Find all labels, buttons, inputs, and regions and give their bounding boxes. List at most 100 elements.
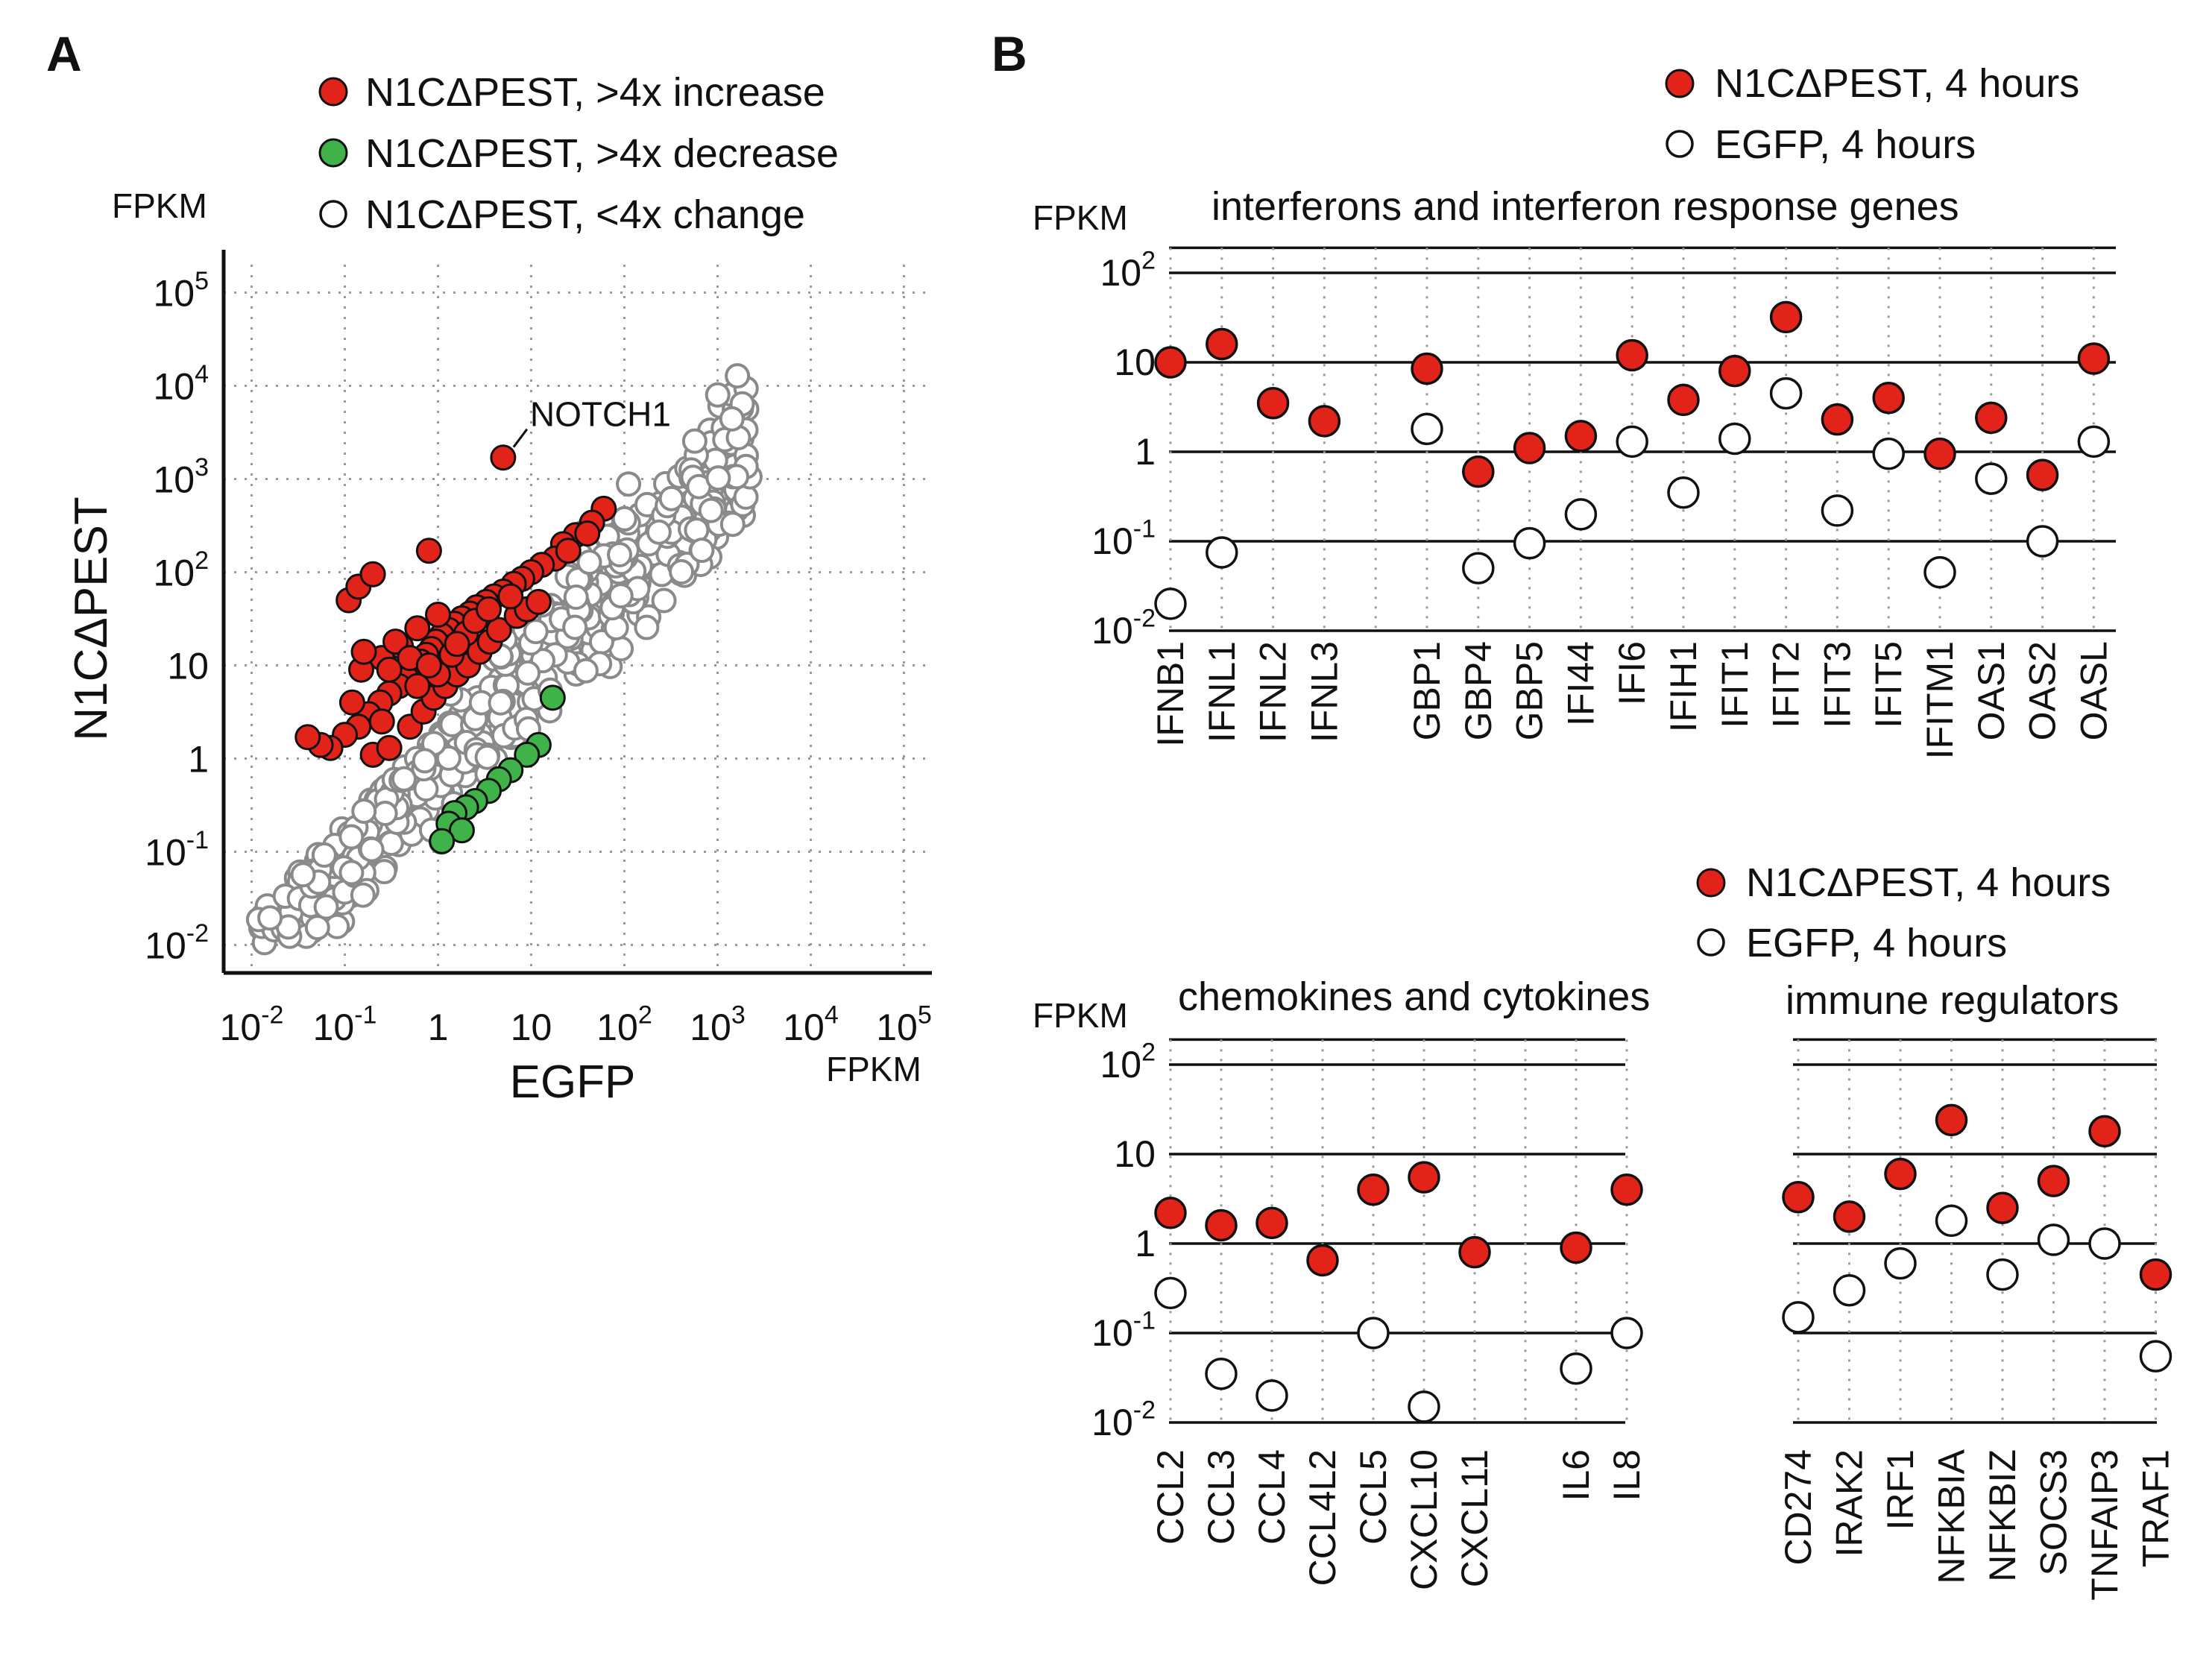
point-n1c: [1821, 403, 1854, 436]
y-tick-label: 102: [1100, 1039, 1156, 1086]
series-n1c: [1782, 1103, 2172, 1291]
point-egfp: [1986, 1258, 2019, 1291]
point-unchanged: [576, 549, 602, 576]
point-increase: [294, 724, 321, 751]
chemo-fpkm-label: FPKM: [1033, 996, 1128, 1035]
point-egfp: [1975, 462, 2008, 495]
point-n1c: [1610, 1173, 1643, 1206]
point-egfp: [1884, 1247, 1917, 1280]
point-unchanged: [523, 619, 549, 645]
y-tick-label: 104: [153, 360, 209, 408]
point-egfp: [1782, 1301, 1815, 1334]
point-egfp: [1513, 526, 1546, 560]
y-tick-label: 10: [1114, 341, 1156, 383]
category-label: CCL2: [1150, 1449, 1191, 1545]
category-label: IFNL2: [1252, 641, 1294, 743]
point-increase: [376, 734, 403, 761]
point-unchanged: [607, 542, 633, 568]
y-tick-label: 10-1: [1091, 1307, 1156, 1355]
point-n1c: [2139, 1258, 2172, 1291]
point-unchanged: [351, 798, 377, 825]
point-egfp: [1667, 476, 1700, 509]
series-egfp: [1782, 1204, 2172, 1373]
point-egfp: [1154, 587, 1187, 620]
point-unchanged: [371, 859, 397, 885]
x-tick-label: 10-2: [220, 1001, 284, 1049]
point-egfp: [1616, 425, 1648, 459]
scatter-plot: 10-2 10-1 1 10 102 103 104 105 10-2 10-1 1 10 102 103…: [145, 250, 932, 1048]
point-decrease: [448, 817, 475, 844]
category-label: CD274: [1777, 1449, 1819, 1566]
point-n1c: [1923, 437, 1956, 470]
point-unchanged: [705, 465, 731, 491]
point-egfp: [1610, 1317, 1643, 1349]
category-label: SOCS3: [2033, 1449, 2075, 1576]
point-egfp: [1205, 1357, 1238, 1390]
point-n1c: [1255, 1206, 1288, 1240]
point-unchanged: [646, 519, 672, 545]
legend-label-n1c-top: N1CΔPEST, 4 hours: [1715, 61, 2079, 106]
point-unchanged: [719, 406, 745, 432]
point-unchanged: [515, 660, 541, 686]
chemo-title: chemokines and cytokines: [1178, 974, 1650, 1019]
y-tick-label: 10: [167, 646, 209, 687]
point-n1c: [1306, 1244, 1339, 1277]
point-decrease: [429, 828, 456, 854]
point-egfp: [1872, 437, 1905, 470]
point-unchanged: [698, 497, 724, 523]
point-egfp: [1769, 376, 1803, 410]
legend-label-decrease: N1CΔPEST, >4x decrease: [365, 131, 839, 176]
category-label: IL6: [1555, 1449, 1597, 1502]
point-egfp: [1935, 1204, 1968, 1238]
category-label: CXCL11: [1454, 1449, 1496, 1587]
x-tick-label: 10-1: [313, 1001, 377, 1049]
ifn-fpkm-label: FPKM: [1033, 198, 1128, 237]
point-decrease: [539, 684, 566, 711]
point-egfp: [1564, 498, 1598, 531]
category-label: GBP1: [1406, 641, 1448, 740]
point-unchanged: [608, 583, 634, 609]
legend-label-unchanged: N1CΔPEST, <4x change: [365, 192, 805, 237]
panel-a-ylabel: N1CΔPEST: [66, 497, 117, 740]
point-egfp: [1255, 1379, 1288, 1412]
point-n1c: [1154, 1197, 1187, 1229]
x-tick-label: 105: [876, 1001, 932, 1049]
point-n1c: [1256, 386, 1290, 420]
category-label: NFKBIZ: [1982, 1449, 2023, 1582]
y-tick-label: 10: [1114, 1133, 1156, 1175]
series-n1c: [1154, 300, 2111, 491]
category-label: CCL3: [1200, 1449, 1242, 1545]
point-unchanged: [435, 745, 461, 771]
y-tick-label: 102: [153, 546, 209, 594]
annotation-notch1: NOTCH1: [530, 395, 671, 434]
point-n1c: [1205, 1209, 1238, 1242]
legend-label-increase: N1CΔPEST, >4x increase: [365, 70, 825, 115]
point-unchanged: [412, 748, 438, 774]
y-tick-label: 105: [153, 267, 209, 315]
category-label: IFIT1: [1714, 641, 1756, 728]
y-tick-label: 10-2: [1091, 605, 1156, 652]
panel-b: B N1CΔPEST, 4 hours EGFP, 4 hours N1CΔPE…: [992, 26, 2177, 1601]
category-label: IFNL3: [1303, 641, 1345, 743]
point-n1c: [1357, 1173, 1390, 1206]
point-n1c: [2026, 459, 2059, 491]
panel-b-legend-bottom: N1CΔPEST, 4 hours EGFP, 4 hours: [1696, 860, 2111, 965]
category-label: IFI44: [1560, 641, 1601, 726]
point-n1c: [1616, 338, 1648, 372]
series-egfp: [1154, 1276, 1643, 1423]
x-tick-label: 10: [511, 1006, 552, 1048]
point-unchanged: [634, 614, 660, 640]
panel-a-label: A: [46, 26, 82, 81]
point-increase: [574, 520, 601, 547]
point-n1c: [1718, 354, 1751, 388]
category-label: IFIT5: [1868, 641, 1909, 728]
point-n1c: [1833, 1200, 1866, 1233]
legend-label-egfp-bottom: EGFP, 4 hours: [1746, 921, 2007, 965]
point-unchanged: [719, 511, 746, 538]
category-label: NFKBIA: [1931, 1449, 1973, 1584]
category-label: CCL4L2: [1302, 1449, 1343, 1586]
category-label: CCL5: [1352, 1449, 1394, 1545]
category-label: OAS2: [2022, 641, 2064, 740]
category-label: OAS1: [1970, 641, 2012, 740]
